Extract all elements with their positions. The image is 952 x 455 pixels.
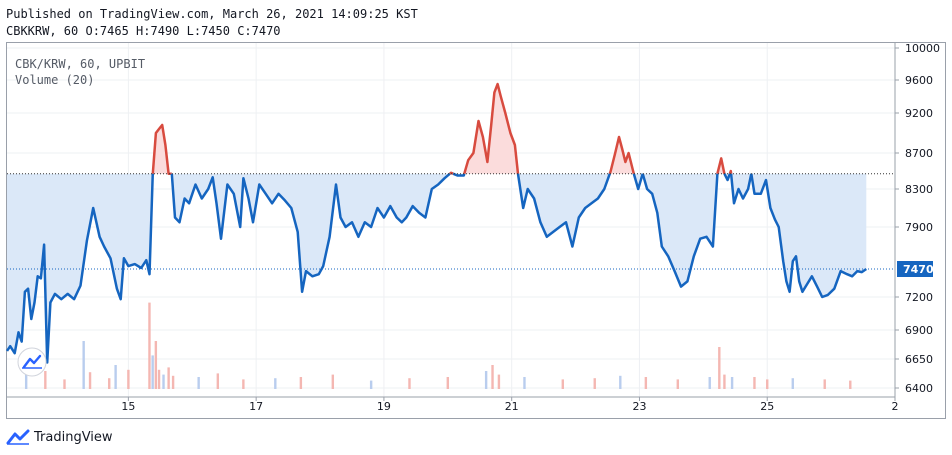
- volume-bar: [88, 372, 92, 389]
- tradingview-bubble-icon: [17, 347, 47, 377]
- volume-bar: [242, 379, 245, 389]
- volume-bar: [162, 374, 165, 389]
- current-price-label: 7470: [903, 263, 934, 276]
- volume-bar: [753, 377, 756, 389]
- volume-bar: [676, 379, 679, 389]
- volume-bar: [171, 375, 175, 389]
- volume-bar: [299, 377, 303, 389]
- time-tick-label: 25: [760, 400, 774, 413]
- price-lines: [5, 82, 868, 364]
- price-line-below-baseline: [750, 173, 868, 299]
- price-line-below-baseline: [5, 173, 155, 364]
- price-tick-label: 9600: [905, 74, 933, 87]
- volume-bar: [274, 378, 277, 389]
- volume-bar: [523, 377, 526, 389]
- volume-bar: [619, 375, 622, 389]
- volume-bar: [44, 371, 47, 389]
- volume-bar: [791, 378, 794, 389]
- time-tick-label: 2: [892, 400, 899, 413]
- price-tick-label: 10000: [905, 42, 940, 55]
- price-line-below-baseline: [452, 172, 466, 177]
- price-line-below-baseline: [729, 173, 753, 205]
- volume-bar: [127, 369, 130, 389]
- price-line-below-baseline: [632, 173, 644, 191]
- price-tick-label: 7900: [905, 221, 933, 234]
- volume-bar: [108, 378, 111, 389]
- ohlc-readout: CBKKRW, 60 O:7465 H:7490 L:7450 C:7470: [6, 24, 281, 38]
- price-line-above-baseline: [449, 171, 454, 175]
- price-line-above-baseline: [728, 169, 733, 175]
- price-tick-label: 8300: [905, 183, 933, 196]
- baseline-fill-below: [7, 173, 867, 363]
- time-tick-label: 15: [121, 400, 135, 413]
- volume-bar: [491, 365, 494, 389]
- volume-bar: [497, 374, 501, 389]
- volume-bar: [114, 365, 117, 389]
- symbol-legend: CBK/KRW, 60, UPBIT: [15, 57, 146, 71]
- price-axis: 6400 6650 6900 7200 7470 7900 8300 8700 9200 9600…: [894, 42, 940, 397]
- time-axis: 15 17 19 21 23 25 2: [7, 396, 899, 413]
- price-tick-label: 9200: [905, 107, 933, 120]
- current-price-tag: [897, 261, 933, 277]
- volume-legend: Volume (20): [15, 73, 95, 87]
- price-line-above-baseline: [463, 82, 520, 175]
- volume-bar: [823, 379, 826, 389]
- price-line-above-baseline: [151, 123, 172, 175]
- volume-bar: [593, 378, 596, 389]
- volume-bar: [157, 369, 161, 389]
- footer-brand[interactable]: TradingView: [6, 428, 113, 446]
- price-line-below-baseline: [516, 173, 611, 248]
- price-tick-label: 7200: [905, 291, 933, 304]
- volume-bar: [446, 377, 450, 389]
- baseline-fill-above: [152, 84, 752, 174]
- chart-pane[interactable]: [6, 42, 946, 419]
- price-line-below-baseline: [723, 173, 732, 182]
- price-line-below-baseline: [641, 173, 719, 288]
- tradingview-logo-icon: [6, 429, 30, 445]
- volume-bar: [167, 367, 170, 389]
- time-tick-label: 23: [632, 400, 646, 413]
- time-tick-label: 19: [377, 400, 391, 413]
- volume-bars: [24, 302, 852, 389]
- price-tick-label: 8700: [905, 147, 933, 160]
- bubble-wave: [22, 354, 42, 369]
- volume-bar: [408, 378, 411, 389]
- volume-bar: [197, 377, 200, 389]
- volume-bar: [766, 379, 769, 389]
- time-tick-label: 21: [505, 400, 519, 413]
- volume-bar: [730, 377, 734, 389]
- price-tick-label: 6900: [905, 324, 933, 337]
- volume-bar: [718, 347, 721, 389]
- published-info: Published on TradingView.com, March 26, …: [6, 7, 418, 21]
- volume-bar: [216, 373, 220, 389]
- volume-bar: [331, 374, 335, 389]
- price-line-below-baseline: [170, 172, 451, 294]
- volume-bar: [82, 341, 85, 389]
- price-tick-label: 6400: [905, 382, 933, 395]
- price-tick-label: 6650: [905, 353, 933, 366]
- volume-bar: [369, 380, 373, 389]
- volume-bar: [151, 355, 154, 389]
- volume-bar: [63, 379, 66, 389]
- volume-bar: [561, 379, 564, 389]
- volume-bar: [644, 377, 648, 389]
- tradingview-brand-label: TradingView: [34, 429, 113, 445]
- volume-bar: [708, 377, 711, 389]
- volume-bar: [24, 374, 28, 389]
- price-line-above-baseline: [608, 135, 636, 175]
- volume-bar: [484, 371, 488, 389]
- volume-bar: [154, 341, 158, 389]
- volume-bar: [723, 374, 726, 389]
- volume-bar: [849, 380, 852, 389]
- volume-bar: [148, 302, 151, 389]
- price-line-above-baseline: [716, 157, 726, 175]
- time-tick-label: 17: [249, 400, 263, 413]
